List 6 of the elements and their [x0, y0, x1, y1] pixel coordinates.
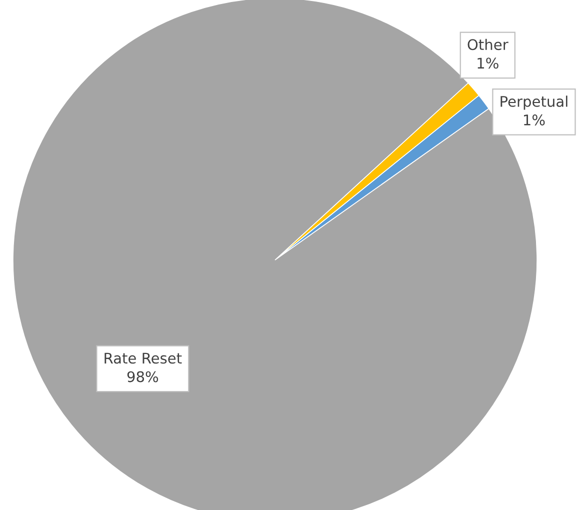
data-label: 1% [478, 58, 498, 69]
slice-label: Perpetual [500, 96, 568, 110]
slice-label: Rate Reset [104, 352, 182, 364]
data-label: 98% [127, 371, 158, 382]
slice-label: Other [468, 38, 508, 50]
data-label: 1% [524, 114, 545, 126]
